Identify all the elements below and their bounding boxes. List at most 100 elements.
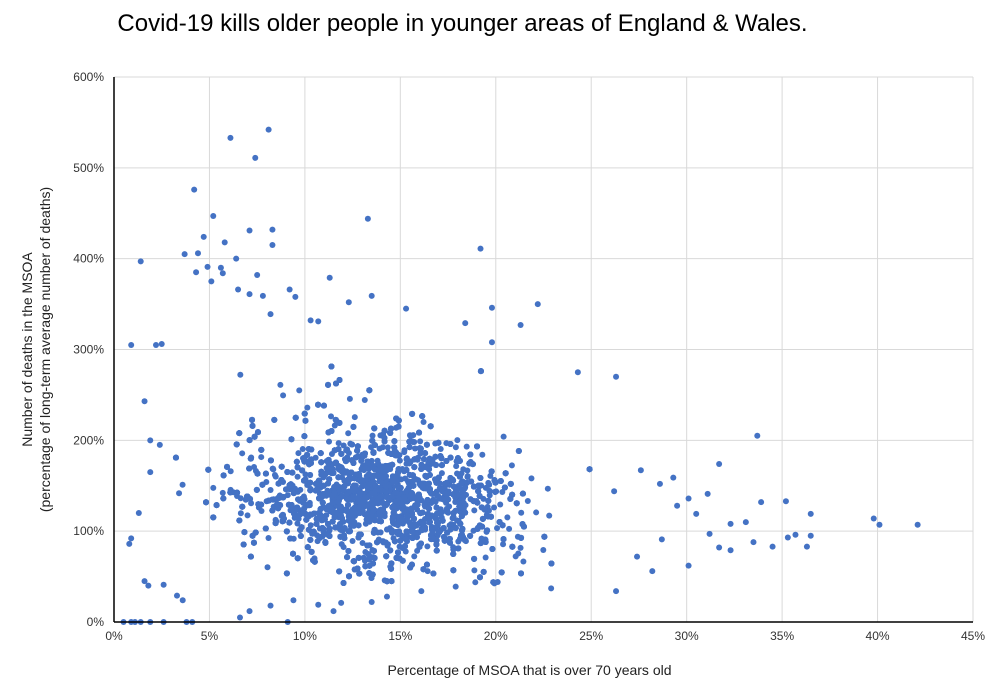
data-point: [674, 502, 681, 509]
y-tick-label: 500%: [73, 161, 104, 175]
scatter-point: [453, 463, 460, 470]
scatter-point: [475, 488, 482, 495]
scatter-point: [301, 477, 308, 484]
scatter-point: [236, 517, 243, 524]
data-point: [383, 593, 390, 600]
scatter-point: [500, 433, 507, 440]
scatter-point: [264, 564, 271, 571]
data-point: [716, 460, 723, 467]
scatter-point: [176, 490, 183, 497]
scatter-point: [337, 533, 344, 540]
scatter-point: [262, 470, 269, 477]
scatter-point: [325, 381, 332, 388]
data-point: [141, 398, 148, 405]
scatter-point: [294, 464, 301, 471]
scatter-point: [366, 387, 373, 394]
scatter-point: [251, 433, 258, 440]
scatter-point: [203, 499, 210, 506]
scatter-point: [350, 423, 357, 430]
scatter-point: [416, 429, 423, 436]
scatter-point: [449, 476, 456, 483]
scatter-point: [205, 466, 212, 473]
scatter-point: [348, 457, 355, 464]
scatter-point: [344, 446, 351, 453]
scatter-point: [513, 500, 520, 507]
data-point: [147, 469, 154, 476]
scatter-point: [306, 502, 313, 509]
scatter-point: [240, 541, 247, 548]
scatter-point: [343, 507, 350, 514]
scatter-point: [317, 450, 324, 457]
scatter-point: [533, 509, 540, 516]
data-point: [792, 531, 799, 538]
scatter-point: [452, 444, 459, 451]
scatter-point: [417, 510, 424, 517]
scatter-point: [396, 457, 403, 464]
scatter-point: [304, 544, 311, 551]
scatter-point: [412, 445, 419, 452]
scatter-point: [420, 566, 427, 573]
data-point: [147, 437, 154, 444]
scatter-point: [480, 568, 487, 575]
scatter-point: [471, 567, 478, 574]
scatter-point: [435, 519, 442, 526]
scatter-point: [434, 492, 441, 499]
data-point: [803, 543, 810, 550]
scatter-point: [356, 570, 363, 577]
data-point: [173, 592, 180, 599]
scatter-point: [255, 501, 262, 508]
data-point: [135, 510, 142, 516]
scatter-point: [319, 493, 326, 500]
scatter-point: [307, 536, 314, 543]
scatter-point: [395, 484, 402, 491]
data-point: [742, 519, 749, 526]
scatter-point: [247, 553, 254, 560]
scatter-point: [277, 381, 284, 388]
scatter-point: [318, 459, 325, 466]
scatter-point: [280, 392, 287, 399]
scatter-point: [411, 553, 418, 560]
scatter-point: [227, 468, 234, 475]
scatter-point: [326, 438, 333, 445]
scatter-point: [296, 387, 303, 394]
scatter-point: [456, 473, 463, 480]
scatter-point: [528, 475, 535, 482]
scatter-point: [498, 569, 505, 576]
scatter-point: [438, 509, 445, 516]
scatter-point: [344, 496, 351, 503]
scatter-point: [274, 495, 281, 502]
scatter-point: [411, 515, 418, 522]
data-point: [160, 581, 167, 588]
data-point: [290, 597, 297, 604]
scatter-point: [364, 542, 371, 549]
scatter-point: [479, 523, 486, 530]
scatter-point: [472, 579, 479, 586]
scatter-point: [249, 422, 256, 429]
scatter-point: [486, 492, 493, 499]
scatter-point: [468, 478, 475, 485]
scatter-point: [401, 447, 408, 454]
scatter-point: [390, 509, 397, 516]
scatter-point: [246, 437, 253, 444]
data-point: [784, 534, 791, 541]
data-point: [807, 532, 814, 539]
data-point: [574, 369, 581, 376]
data-point: [649, 568, 656, 575]
scatter-point: [329, 466, 336, 473]
scatter-point: [395, 423, 402, 430]
scatter-point: [470, 483, 477, 490]
data-point: [706, 530, 713, 537]
scatter-point: [426, 471, 433, 478]
scatter-point: [292, 414, 299, 421]
scatter-point: [308, 548, 315, 555]
scatter-point: [520, 558, 527, 565]
scatter-point: [336, 521, 343, 528]
scatter-point: [389, 477, 396, 484]
scatter-point: [451, 483, 458, 490]
scatter-point: [375, 473, 382, 480]
data-point: [670, 474, 677, 481]
scatter-point: [443, 479, 450, 486]
scatter-point: [307, 486, 314, 493]
scatter-point: [329, 499, 336, 506]
